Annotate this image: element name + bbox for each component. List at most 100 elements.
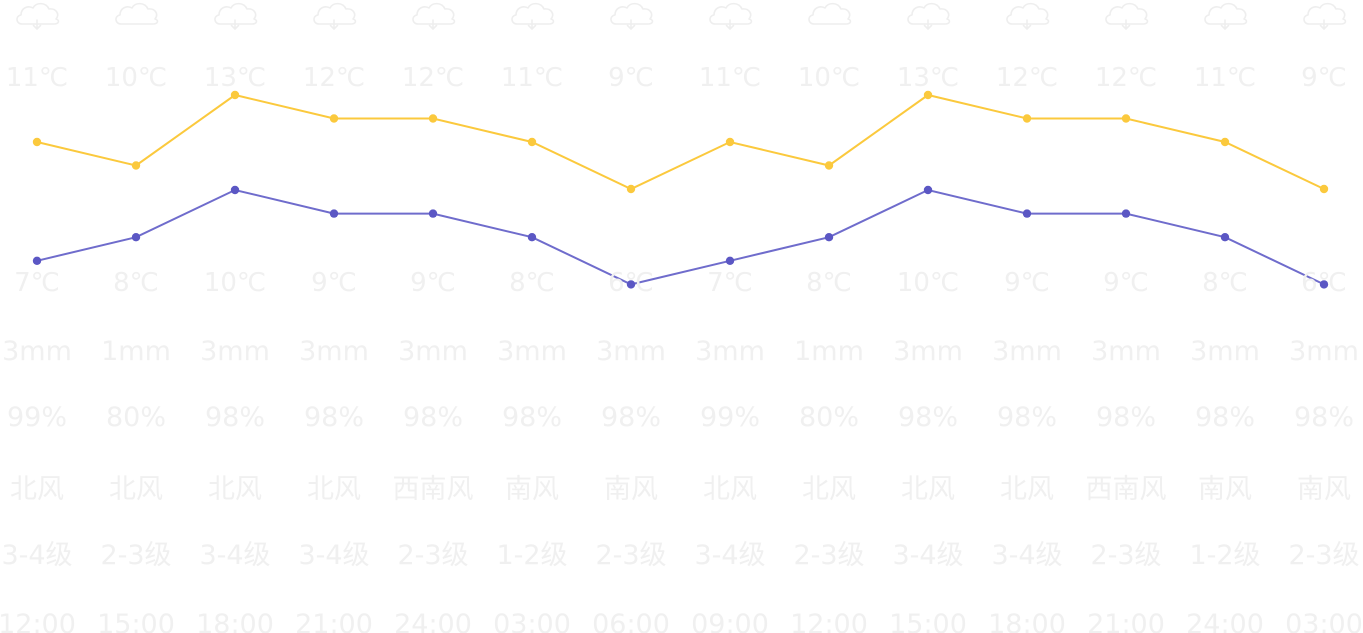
- high-temp-point: [230, 90, 240, 100]
- wind-direction-value: 北风: [307, 474, 361, 505]
- time-label: 15:00: [97, 609, 175, 633]
- low-temp-label: 8℃: [113, 268, 159, 298]
- cloud-icon: [115, 2, 159, 25]
- wind-direction-row: 北风 北风 北风 北风 西南风 南风 南风 北风 北风 北风 北风 西南风 南风 南风: [10, 474, 1351, 505]
- humidity-value: 98%: [205, 402, 265, 433]
- cloud-rain-icon: [1204, 2, 1248, 30]
- low-temp-point: [1022, 209, 1032, 218]
- precipitation-row: 3mm 1mm 3mm 3mm 3mm 3mm 3mm 3mm 1mm 3mm 3mm 3mm 3mm 3…: [2, 336, 1359, 367]
- wind-level-value: 3-4级: [892, 540, 963, 571]
- high-temp-label: 12℃: [996, 63, 1058, 93]
- low-temp-label: 9℃: [311, 268, 357, 298]
- low-temp-point: [626, 280, 636, 289]
- wind-level-value: 2-3级: [595, 540, 666, 571]
- precipitation-value: 3mm: [398, 336, 468, 367]
- high-temp-label: 10℃: [105, 63, 167, 93]
- time-label: 21:00: [295, 609, 373, 633]
- high-temp-point: [131, 161, 141, 170]
- humidity-value: 98%: [1195, 402, 1255, 433]
- low-temp-label: 8℃: [806, 268, 852, 298]
- low-temp-label: 10℃: [204, 268, 266, 298]
- wind-level-value: 3-4级: [991, 540, 1062, 571]
- high-temp-point: [1022, 114, 1032, 123]
- wind-direction-value: 北风: [109, 474, 163, 505]
- cloud-rain-icon: [1303, 2, 1347, 30]
- wind-direction-value: 北风: [1000, 474, 1054, 505]
- time-label: 06:00: [592, 609, 670, 633]
- precipitation-value: 3mm: [893, 336, 963, 367]
- wind-level-row: 3-4级 2-3级 3-4级 3-4级 2-3级 1-2级 2-3级 3-4级 2-3级 3-4级…: [1, 540, 1359, 571]
- time-label: 12:00: [790, 609, 868, 633]
- wind-direction-value: 北风: [208, 474, 262, 505]
- low-temp-line: [36, 188, 1325, 286]
- wind-direction-value: 西南风: [1086, 474, 1167, 505]
- low-temp-point: [923, 185, 933, 195]
- wind-direction-value: 西南风: [393, 474, 474, 505]
- humidity-value: 98%: [997, 402, 1057, 433]
- high-temp-label: 9℃: [608, 63, 654, 93]
- cloud-rain-icon: [16, 2, 60, 30]
- humidity-value: 98%: [1294, 402, 1354, 433]
- wind-level-value: 3-4级: [1, 540, 72, 571]
- low-temp-point: [428, 209, 438, 218]
- high-temp-label: 11℃: [1194, 63, 1256, 93]
- low-temp-point: [824, 233, 834, 242]
- cloud-rain-icon: [1105, 2, 1149, 30]
- humidity-value: 99%: [700, 402, 760, 433]
- weather-icons-row: [16, 2, 1347, 30]
- high-temp-point: [824, 161, 834, 170]
- precipitation-value: 1mm: [794, 336, 864, 367]
- low-temp-point: [725, 256, 735, 265]
- time-label: 03:00: [493, 609, 571, 633]
- low-temp-label: 6℃: [1301, 268, 1347, 298]
- wind-level-value: 2-3级: [397, 540, 468, 571]
- wind-level-value: 1-2级: [1189, 540, 1260, 571]
- wind-direction-value: 北风: [802, 474, 856, 505]
- low-temp-label: 7℃: [707, 268, 753, 298]
- precipitation-value: 1mm: [101, 336, 171, 367]
- wind-direction-value: 南风: [1198, 474, 1252, 505]
- high-temp-point: [923, 90, 933, 100]
- low-temp-label: 8℃: [1202, 268, 1248, 298]
- precipitation-value: 3mm: [299, 336, 369, 367]
- time-label: 24:00: [1186, 609, 1264, 633]
- precipitation-value: 3mm: [2, 336, 72, 367]
- time-label: 09:00: [691, 609, 769, 633]
- low-temp-label: 9℃: [410, 268, 456, 298]
- time-label: 24:00: [394, 609, 472, 633]
- wind-level-value: 2-3级: [1090, 540, 1161, 571]
- wind-level-value: 1-2级: [496, 540, 567, 571]
- low-temp-point: [1220, 233, 1230, 242]
- low-temp-point: [32, 256, 42, 265]
- humidity-value: 98%: [304, 402, 364, 433]
- low-temp-label: 7℃: [14, 268, 60, 298]
- wind-direction-value: 北风: [703, 474, 757, 505]
- high-temp-label: 10℃: [798, 63, 860, 93]
- cloud-rain-icon: [313, 2, 357, 30]
- high-temp-point: [626, 184, 636, 194]
- humidity-value: 99%: [7, 402, 67, 433]
- high-temp-point: [725, 137, 735, 147]
- precipitation-value: 3mm: [1190, 336, 1260, 367]
- precipitation-value: 3mm: [596, 336, 666, 367]
- high-temp-label: 11℃: [699, 63, 761, 93]
- cloud-rain-icon: [511, 2, 555, 30]
- high-temp-point: [1319, 184, 1329, 194]
- low-temp-point: [230, 185, 240, 195]
- wind-level-value: 2-3级: [1288, 540, 1359, 571]
- cloud-rain-icon: [907, 2, 951, 30]
- high-temp-label: 9℃: [1301, 63, 1347, 93]
- cloud-rain-icon: [214, 2, 258, 30]
- low-temp-point: [527, 233, 537, 242]
- precipitation-value: 3mm: [1289, 336, 1359, 367]
- high-temp-point: [329, 114, 339, 123]
- precipitation-value: 3mm: [200, 336, 270, 367]
- wind-level-value: 3-4级: [694, 540, 765, 571]
- precipitation-value: 3mm: [1091, 336, 1161, 367]
- low-temp-point: [329, 209, 339, 218]
- time-label: 18:00: [988, 609, 1066, 633]
- high-temp-point: [1121, 114, 1131, 123]
- cloud-rain-icon: [709, 2, 753, 30]
- high-temp-label: 13℃: [204, 63, 266, 93]
